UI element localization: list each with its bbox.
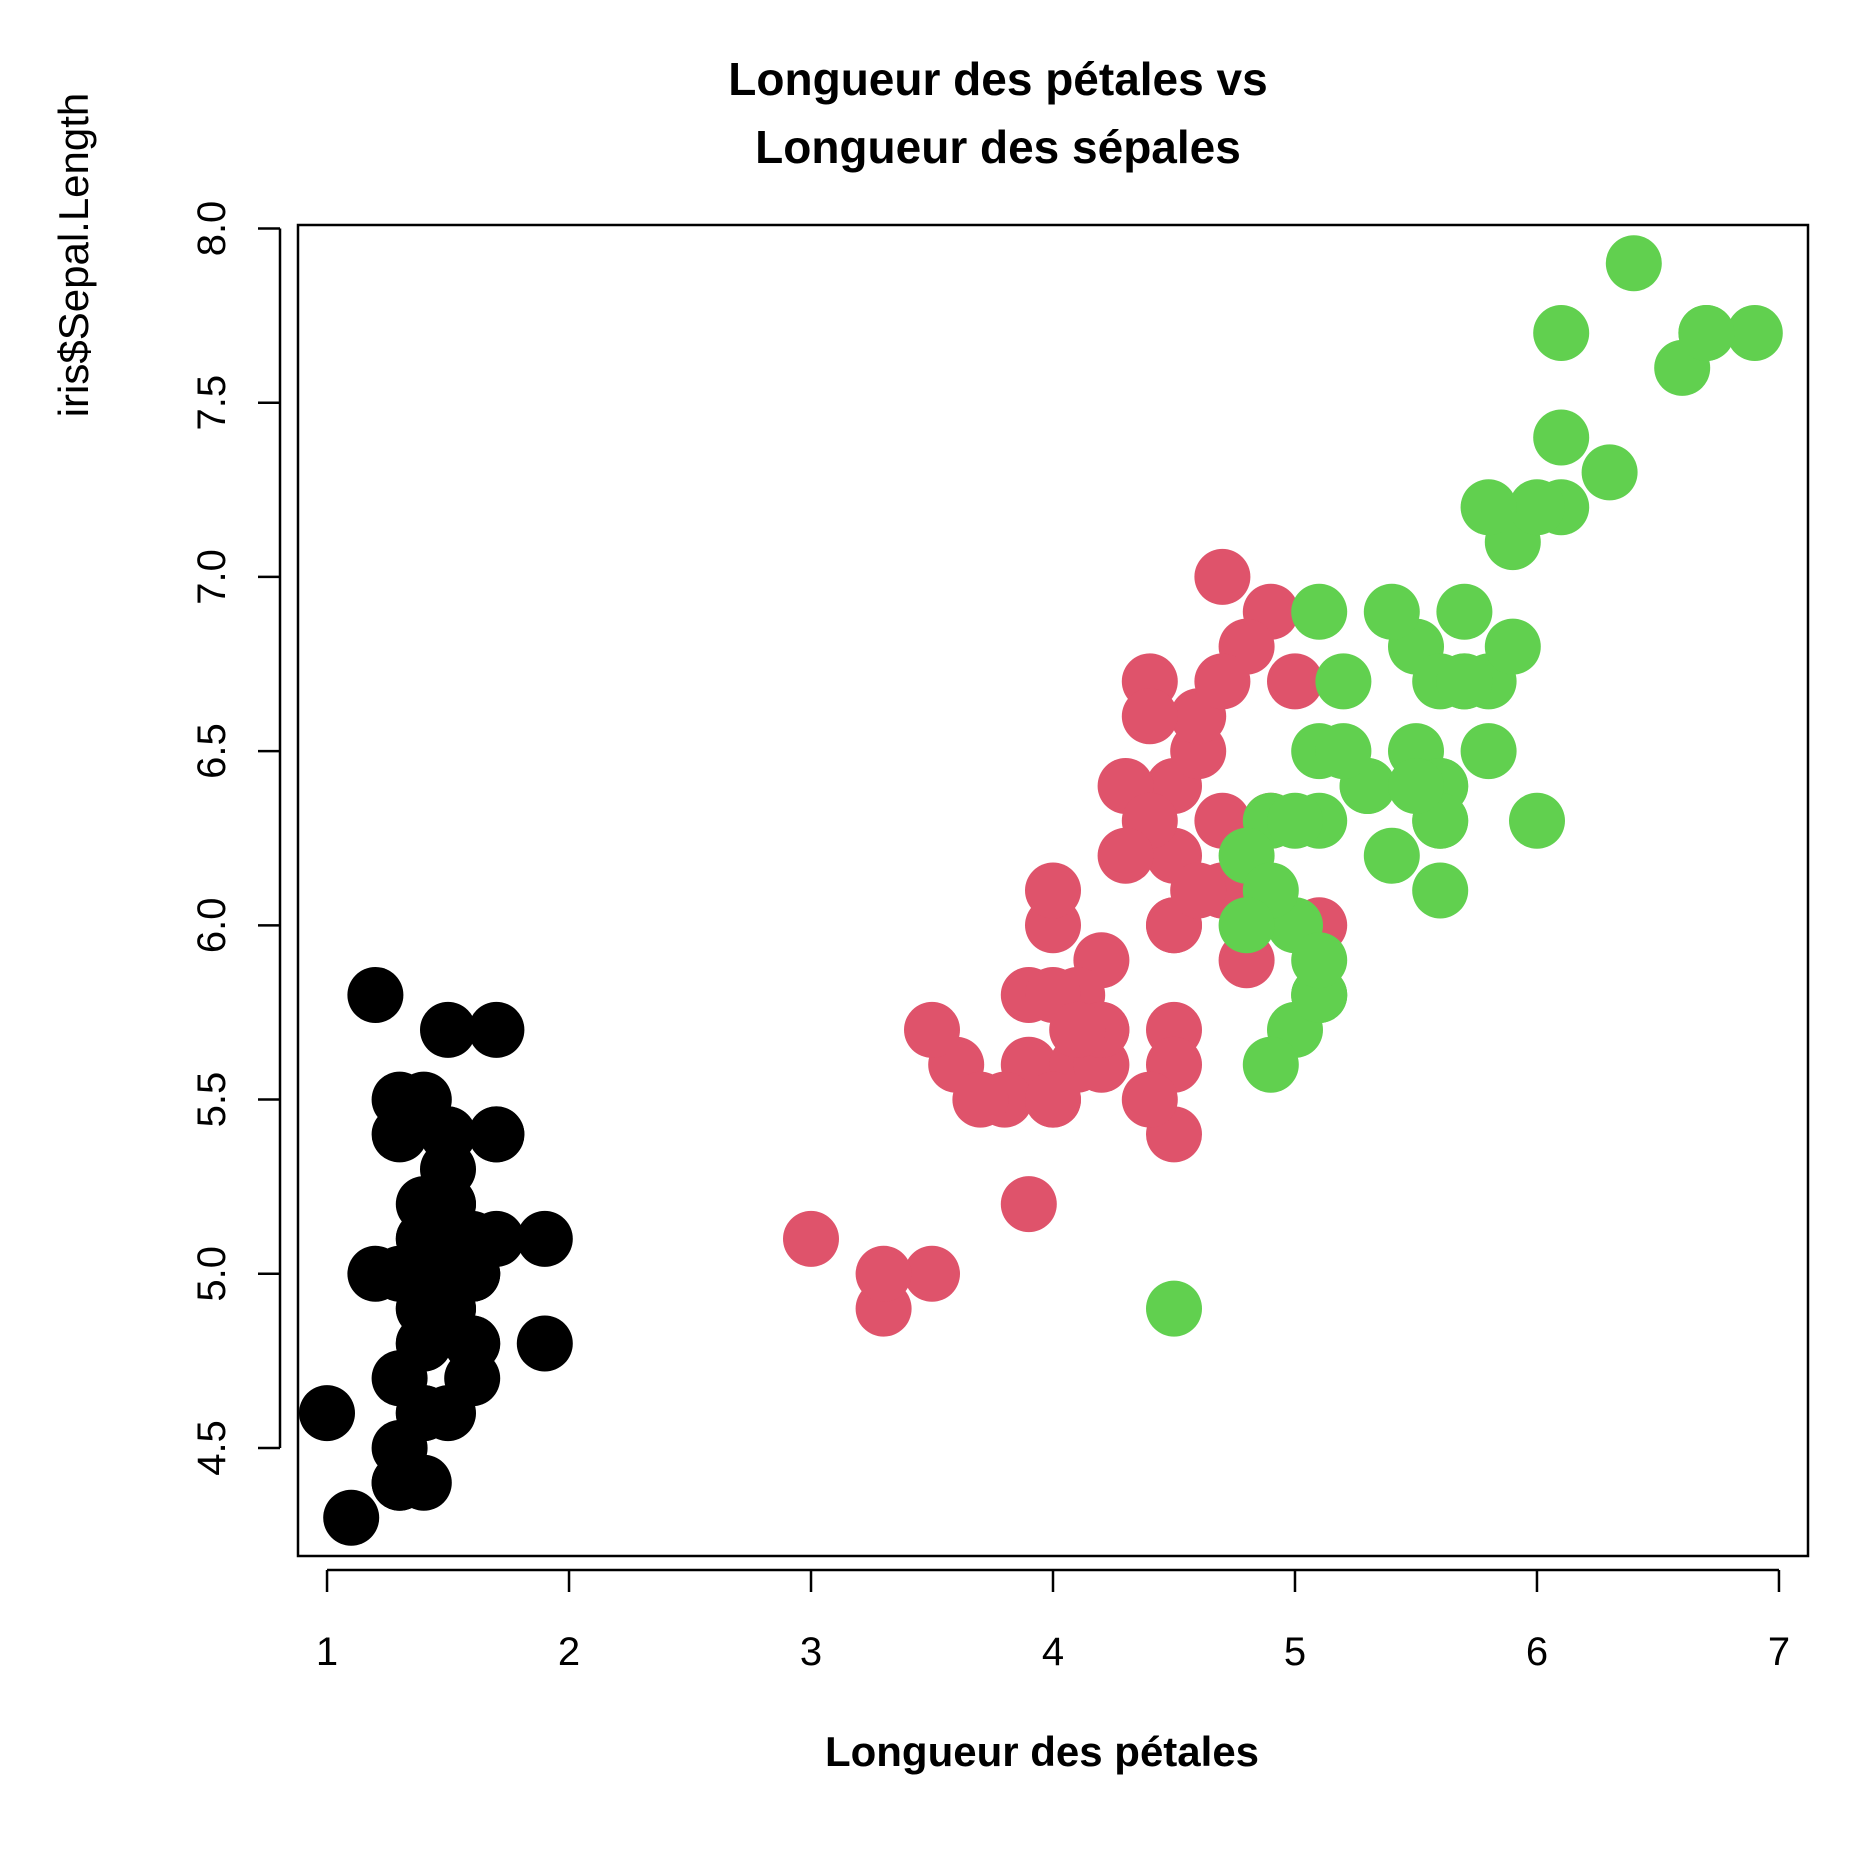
scatter-point xyxy=(1291,932,1348,989)
x-tick-label: 1 xyxy=(316,1630,338,1674)
scatter-point xyxy=(1049,1001,1106,1058)
x-axis: 1 2 3 4 5 6 7 xyxy=(316,1568,1790,1674)
y-tick-label: 7.0 xyxy=(190,549,234,605)
scatter-point xyxy=(1025,862,1081,919)
y-tick-label: 5.0 xyxy=(190,1246,234,1302)
y-tick-label: 4.5 xyxy=(190,1420,234,1476)
scatter-point xyxy=(1025,1071,1081,1128)
x-tick-label: 4 xyxy=(1042,1630,1064,1674)
scatter-point xyxy=(468,1001,525,1058)
scatter-point xyxy=(1509,792,1565,849)
scatter-point xyxy=(1726,305,1783,361)
scatter-point xyxy=(516,1210,573,1267)
scatter-point xyxy=(516,1315,573,1372)
scatter-point xyxy=(1146,1280,1202,1337)
scatter-point xyxy=(1388,758,1444,814)
scatter-point xyxy=(1678,305,1735,361)
x-tick-label: 7 xyxy=(1768,1630,1790,1674)
y-tick-label: 6.5 xyxy=(190,723,234,779)
scatter-point xyxy=(371,1454,428,1511)
scatter-point xyxy=(904,1245,960,1302)
scatter-point xyxy=(1291,583,1348,640)
scatter-point xyxy=(952,1071,1009,1128)
scatter-point xyxy=(444,1210,501,1267)
points-layer xyxy=(299,235,1783,1546)
scatter-point xyxy=(1242,1036,1299,1093)
scatter-point xyxy=(323,1489,380,1546)
scatter-point xyxy=(371,1071,428,1128)
scatter-point xyxy=(1267,653,1323,710)
x-tick-label: 6 xyxy=(1526,1630,1548,1674)
scatter-point xyxy=(1218,897,1275,954)
scatter-point xyxy=(420,1141,476,1198)
scatter-point xyxy=(1170,862,1227,919)
scatter-point xyxy=(1121,688,1178,745)
scatter-point xyxy=(904,1001,960,1058)
scatter-point xyxy=(1363,583,1420,640)
x-tick-label: 3 xyxy=(800,1630,822,1674)
scatter-point xyxy=(420,1001,476,1058)
scatter-point xyxy=(1097,827,1154,884)
chart-title-line-2: Longueur des sépales xyxy=(755,121,1241,173)
scatter-point xyxy=(347,967,404,1023)
scatter-point xyxy=(1315,723,1372,780)
scatter-point xyxy=(395,1385,452,1442)
scatter-point xyxy=(1484,618,1541,675)
scatter-point xyxy=(1315,653,1372,710)
scatter-point xyxy=(395,1315,452,1372)
scatter-point xyxy=(468,1106,525,1163)
scatter-point xyxy=(1605,235,1662,292)
scatter-point xyxy=(395,1245,452,1302)
scatter-point xyxy=(1436,583,1493,640)
scatter-point xyxy=(1533,305,1590,361)
scatter-point xyxy=(299,1385,355,1442)
chart-title-line-1: Longueur des pétales vs xyxy=(728,53,1267,105)
x-tick-label: 2 xyxy=(558,1630,580,1674)
scatter-point xyxy=(855,1245,912,1302)
x-tick-label: 5 xyxy=(1284,1630,1306,1674)
scatter-point xyxy=(1267,792,1323,849)
scatter-point xyxy=(1194,548,1251,605)
x-axis-label: Longueur des pétales xyxy=(825,1728,1259,1775)
y-tick-label: 8.0 xyxy=(190,201,234,257)
scatter-point xyxy=(1363,827,1420,884)
scatter-point xyxy=(783,1210,839,1267)
scatter-point xyxy=(1509,479,1565,536)
y-tick-label: 7.5 xyxy=(190,375,234,431)
plot-frame xyxy=(296,223,1810,1558)
scatter-point xyxy=(1194,653,1251,710)
scatter-point xyxy=(1436,653,1493,710)
scatter-point xyxy=(1533,409,1590,466)
scatter-point xyxy=(1460,479,1517,536)
scatter-point xyxy=(1121,1071,1178,1128)
y-tick-label: 5.5 xyxy=(190,1072,234,1128)
y-axis: 4.5 5.0 5.5 6.0 6.5 7.0 7.5 8.0 xyxy=(190,201,282,1476)
scatter-point xyxy=(1581,444,1638,501)
scatter-point xyxy=(1000,1176,1057,1233)
y-axis-label: iris$Sepal.Length xyxy=(50,93,97,418)
scatter-point xyxy=(1412,862,1469,919)
scatter-point xyxy=(1460,723,1517,780)
y-tick-label: 6.0 xyxy=(190,897,234,953)
